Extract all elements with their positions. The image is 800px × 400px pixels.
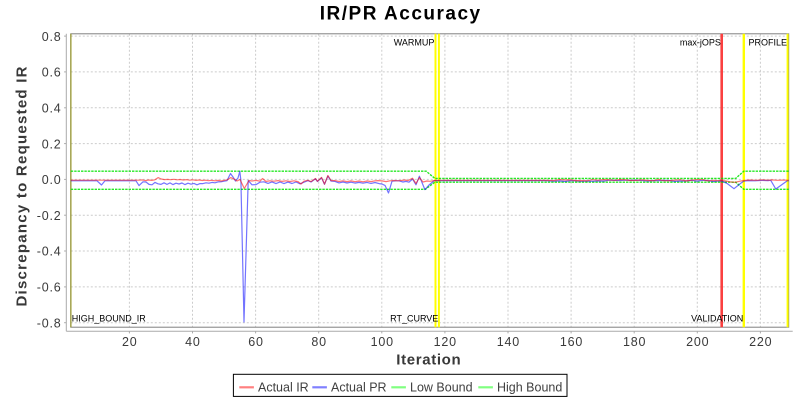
svg-text:PROFILE: PROFILE bbox=[748, 37, 787, 47]
svg-text:Low Bound: Low Bound bbox=[410, 381, 473, 395]
svg-text:0.6: 0.6 bbox=[42, 66, 62, 80]
svg-text:60: 60 bbox=[248, 335, 264, 349]
svg-text:Actual IR: Actual IR bbox=[258, 381, 309, 395]
svg-text:160: 160 bbox=[560, 335, 583, 349]
svg-text:80: 80 bbox=[311, 335, 327, 349]
svg-text:High Bound: High Bound bbox=[497, 381, 562, 395]
svg-text:Actual PR: Actual PR bbox=[331, 381, 387, 395]
svg-text:20: 20 bbox=[122, 335, 138, 349]
svg-text:max-jOPS: max-jOPS bbox=[680, 37, 721, 47]
svg-text:VALIDATION: VALIDATION bbox=[691, 313, 743, 323]
svg-text:0.0: 0.0 bbox=[42, 173, 62, 187]
svg-text:0.8: 0.8 bbox=[42, 30, 62, 44]
svg-text:WARMUP: WARMUP bbox=[394, 37, 435, 47]
svg-text:100: 100 bbox=[371, 335, 394, 349]
svg-text:RT_CURVE: RT_CURVE bbox=[390, 313, 438, 323]
svg-text:Iteration: Iteration bbox=[396, 352, 461, 369]
svg-text:180: 180 bbox=[623, 335, 646, 349]
svg-text:-0.6: -0.6 bbox=[37, 281, 62, 295]
svg-text:220: 220 bbox=[749, 335, 772, 349]
svg-text:-0.8: -0.8 bbox=[37, 316, 62, 330]
svg-text:IR/PR Accuracy: IR/PR Accuracy bbox=[320, 3, 482, 24]
svg-text:140: 140 bbox=[497, 335, 520, 349]
svg-text:0.4: 0.4 bbox=[42, 102, 62, 116]
svg-text:Discrepancy to Requested IR: Discrepancy to Requested IR bbox=[14, 65, 31, 306]
svg-text:120: 120 bbox=[434, 335, 457, 349]
svg-text:-0.2: -0.2 bbox=[37, 209, 62, 223]
svg-text:-0.4: -0.4 bbox=[37, 245, 62, 259]
svg-text:200: 200 bbox=[686, 335, 709, 349]
svg-text:HIGH_BOUND_IR: HIGH_BOUND_IR bbox=[72, 313, 147, 323]
svg-text:0.2: 0.2 bbox=[42, 137, 62, 151]
svg-text:40: 40 bbox=[185, 335, 201, 349]
